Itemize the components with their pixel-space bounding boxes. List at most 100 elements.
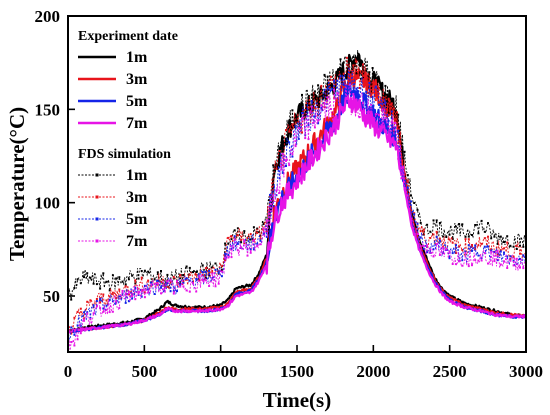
- series-point-fds-1m: [432, 219, 435, 222]
- series-point-fds-3m: [118, 288, 121, 291]
- series-point-fds-5m: [301, 112, 303, 114]
- series-point-fds-1m: [349, 71, 352, 74]
- series-point-fds-1m: [124, 283, 127, 286]
- series-point-fds-1m: [166, 273, 169, 276]
- series-point-fds-1m: [313, 90, 316, 93]
- series-point-fds-1m: [99, 287, 102, 290]
- series-point-fds-3m: [390, 102, 393, 105]
- series-point-fds-1m: [118, 276, 121, 279]
- series-point-fds-5m: [397, 129, 400, 132]
- series-point-fds-1m: [214, 262, 217, 265]
- series-point-fds-1m: [519, 244, 521, 247]
- series-point-fds-3m: [99, 301, 102, 304]
- series-point-fds-7m: [349, 83, 352, 86]
- series-point-fds-5m: [426, 251, 429, 254]
- series-point-fds-5m: [448, 257, 451, 260]
- legend-label: 1m: [126, 167, 148, 184]
- series-point-fds-5m: [76, 324, 79, 327]
- series-point-fds-1m: [496, 242, 499, 245]
- series-point-fds-3m: [355, 60, 358, 63]
- series-point-fds-5m: [204, 271, 207, 274]
- series-point-fds-1m: [477, 232, 480, 235]
- series-point-fds-7m: [422, 244, 425, 247]
- series-point-fds-5m: [333, 79, 336, 82]
- series-point-fds-7m: [230, 256, 233, 259]
- series-point-fds-7m: [76, 338, 79, 341]
- series-point-fds-7m: [304, 137, 307, 140]
- series-point-fds-1m: [387, 111, 390, 114]
- series-point-fds-1m: [474, 224, 477, 226]
- y-tick-label: 100: [35, 194, 61, 213]
- series-point-fds-3m: [134, 279, 137, 282]
- series-point-fds-5m: [313, 115, 316, 118]
- series-point-fds-7m: [381, 108, 384, 111]
- legend-label: 7m: [126, 233, 148, 250]
- series-point-fds-7m: [333, 88, 336, 91]
- series-point-fds-3m: [422, 228, 425, 231]
- series-point-fds-3m: [204, 267, 207, 270]
- series-point-fds-5m: [143, 284, 146, 287]
- series-line-fds-1m: [68, 50, 526, 305]
- series-point-fds-1m: [512, 245, 515, 248]
- series-point-fds-7m: [496, 249, 499, 252]
- series-point-fds-1m: [490, 237, 493, 240]
- series-point-fds-5m: [503, 251, 505, 254]
- series-point-fds-7m: [201, 279, 204, 282]
- series-point-fds-7m: [297, 126, 300, 129]
- series-point-fds-7m: [278, 191, 281, 194]
- series-point-fds-3m: [320, 84, 323, 87]
- series-point-fds-3m: [227, 236, 230, 239]
- series-point-fds-5m: [153, 293, 156, 295]
- series-point-fds-5m: [211, 277, 214, 279]
- series-point-fds-7m: [252, 239, 255, 242]
- series-point-fds-3m: [471, 244, 473, 246]
- series-point-fds-7m: [442, 246, 445, 249]
- series-point-fds-1m: [374, 77, 377, 79]
- series-point-fds-5m: [236, 242, 239, 245]
- series-point-fds-7m: [163, 288, 166, 291]
- series-point-fds-1m: [281, 150, 284, 153]
- series-point-fds-7m: [233, 238, 236, 241]
- series-point-fds-7m: [519, 266, 521, 269]
- series-point-fds-7m: [413, 232, 416, 235]
- series-point-fds-7m: [153, 283, 156, 286]
- series-point-fds-5m: [172, 290, 175, 293]
- series-point-fds-7m: [246, 254, 249, 257]
- series-point-fds-3m: [464, 238, 467, 241]
- series-point-fds-1m: [249, 238, 252, 241]
- series-point-fds-5m: [166, 282, 169, 284]
- series-point-fds-7m: [480, 259, 483, 262]
- series-point-fds-5m: [227, 254, 230, 257]
- series-point-fds-5m: [102, 307, 105, 310]
- series-point-fds-7m: [503, 260, 505, 263]
- series-point-fds-3m: [160, 280, 162, 283]
- series-point-fds-3m: [188, 273, 191, 276]
- series-point-fds-3m: [432, 233, 435, 236]
- series-point-fds-7m: [339, 103, 342, 106]
- series-point-fds-7m: [471, 264, 473, 267]
- series-point-fds-3m: [519, 252, 521, 255]
- series-point-fds-5m: [169, 290, 172, 293]
- series-point-fds-3m: [358, 87, 361, 89]
- series-point-fds-3m: [467, 238, 470, 241]
- series-point-fds-1m: [208, 274, 211, 277]
- series-point-fds-7m: [384, 117, 387, 119]
- series-point-fds-3m: [342, 72, 345, 75]
- series-point-fds-3m: [362, 63, 364, 66]
- series-point-fds-7m: [474, 259, 477, 262]
- series-point-fds-5m: [512, 259, 515, 262]
- series-line-experiment-7m: [68, 94, 526, 334]
- series-point-fds-3m: [230, 235, 233, 238]
- series-point-fds-1m: [509, 244, 512, 247]
- series-point-fds-1m: [413, 202, 416, 204]
- series-point-fds-3m: [236, 234, 239, 237]
- x-tick-label: 1000: [204, 362, 238, 381]
- series-point-fds-7m: [227, 256, 230, 259]
- y-tick-label: 150: [35, 100, 61, 119]
- series-point-fds-1m: [320, 94, 323, 97]
- series-point-fds-3m: [477, 244, 480, 247]
- series-point-fds-1m: [410, 194, 412, 197]
- series-point-fds-7m: [378, 113, 380, 116]
- series-point-fds-5m: [95, 300, 98, 302]
